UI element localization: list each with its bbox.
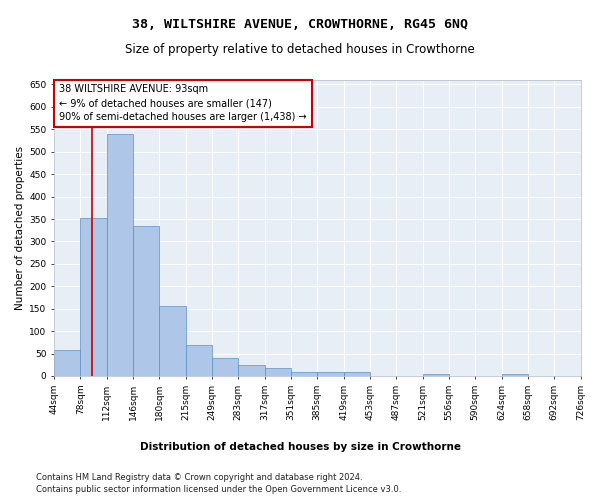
Text: Size of property relative to detached houses in Crowthorne: Size of property relative to detached ho… xyxy=(125,42,475,56)
Bar xyxy=(133,226,160,376)
Text: 38, WILTSHIRE AVENUE, CROWTHORNE, RG45 6NQ: 38, WILTSHIRE AVENUE, CROWTHORNE, RG45 6… xyxy=(132,18,468,30)
Bar xyxy=(80,218,107,376)
Bar xyxy=(344,372,370,376)
Bar xyxy=(107,134,133,376)
Bar xyxy=(160,306,185,376)
Bar xyxy=(265,368,291,376)
Bar xyxy=(212,358,238,376)
Text: Contains HM Land Registry data © Crown copyright and database right 2024.: Contains HM Land Registry data © Crown c… xyxy=(36,472,362,482)
Bar xyxy=(502,374,528,376)
Bar xyxy=(54,350,80,376)
Text: Contains public sector information licensed under the Open Government Licence v3: Contains public sector information licen… xyxy=(36,485,401,494)
Text: Distribution of detached houses by size in Crowthorne: Distribution of detached houses by size … xyxy=(139,442,461,452)
Bar xyxy=(185,346,212,376)
Bar xyxy=(291,372,317,376)
Bar xyxy=(317,372,344,376)
Bar xyxy=(238,365,265,376)
Text: 38 WILTSHIRE AVENUE: 93sqm
← 9% of detached houses are smaller (147)
90% of semi: 38 WILTSHIRE AVENUE: 93sqm ← 9% of detac… xyxy=(59,84,307,122)
Y-axis label: Number of detached properties: Number of detached properties xyxy=(15,146,25,310)
Bar xyxy=(422,374,449,376)
